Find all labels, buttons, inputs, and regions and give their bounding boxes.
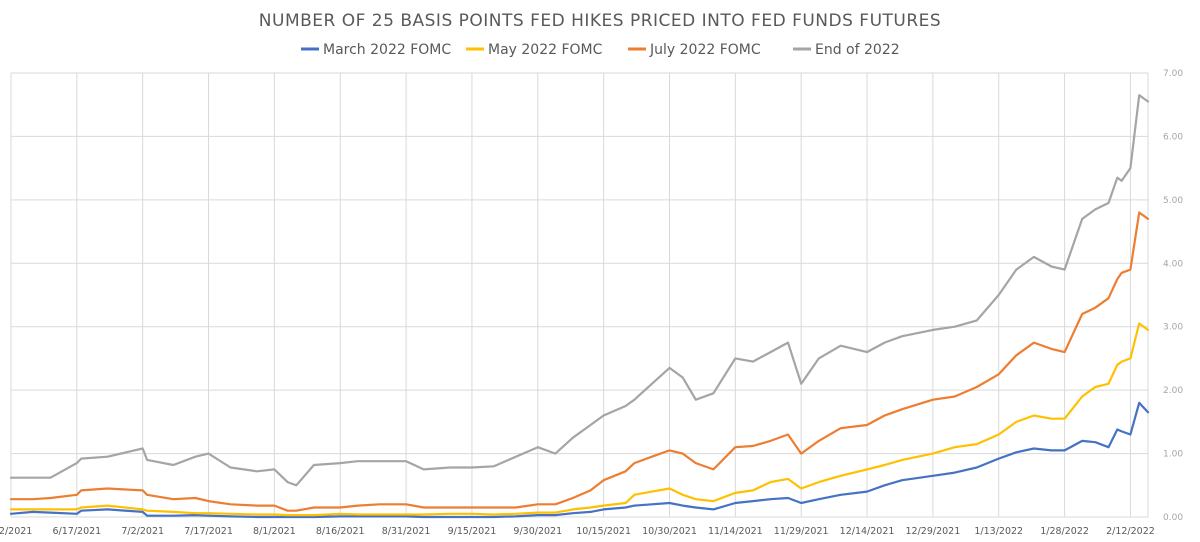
series-line-1 [9,401,1150,519]
x-tick-label: 10/15/2021 [576,526,631,537]
chart-title: NUMBER OF 25 BASIS POINTS FED HIKES PRIC… [259,11,941,31]
x-tick-label: 9/30/2021 [513,526,562,537]
legend-item: May 2022 FOMC [466,42,603,58]
x-tick-label: 12/29/2021 [906,526,961,537]
x-tick-label: 7/2/2021 [121,526,164,537]
x-tick-label: 6/17/2021 [52,526,101,537]
legend-label: July 2022 FOMC [649,42,761,58]
x-tick-label: 11/29/2021 [774,526,829,537]
x-tick-label: 6/2/2021 [0,526,32,537]
y-tick-label: 3.00 [1163,323,1183,333]
y-tick-label: 1.00 [1163,450,1183,460]
series-line-4 [9,94,1150,487]
series-layer [9,94,1150,519]
series-line-2 [9,322,1150,517]
x-tick-label: 8/31/2021 [382,526,431,537]
x-tick-label: 11/14/2021 [708,526,763,537]
x-tick-label: 1/28/2022 [1040,526,1089,537]
y-tick-label: 5.00 [1163,196,1183,206]
y-tick-label: 4.00 [1163,259,1183,269]
x-axis: 6/2/2021 6/17/2021 7/2/2021 7/17/2021 8/1/20… [0,526,1155,537]
legend-label: End of 2022 [815,42,900,58]
y-tick-label: 0.00 [1163,513,1183,523]
x-tick-label: 2/12/2022 [1106,526,1155,537]
legend: March 2022 FOMC May 2022 FOMC July 2022 FO… [301,42,900,58]
y-tick-label: 2.00 [1163,386,1183,396]
y-tick-label: 7.00 [1163,69,1183,79]
x-tick-label: 8/1/2021 [253,526,296,537]
legend-label: March 2022 FOMC [323,42,451,58]
series-line-3 [9,211,1150,512]
legend-label: May 2022 FOMC [488,42,603,58]
legend-item: End of 2022 [793,42,900,58]
x-tick-label: 8/16/2021 [316,526,365,537]
x-tick-label: 7/17/2021 [184,526,233,537]
legend-item: July 2022 FOMC [628,42,761,58]
x-tick-label: 9/15/2021 [448,526,497,537]
y-axis: 0.00 1.00 2.00 3.00 4.00 5.00 6.00 7.00 [1163,69,1183,523]
legend-item: March 2022 FOMC [301,42,451,58]
grid [10,72,1149,518]
y-tick-label: 6.00 [1163,132,1183,142]
x-tick-label: 12/14/2021 [840,526,895,537]
x-tick-label: 10/30/2021 [642,526,697,537]
x-tick-label: 1/13/2022 [974,526,1023,537]
